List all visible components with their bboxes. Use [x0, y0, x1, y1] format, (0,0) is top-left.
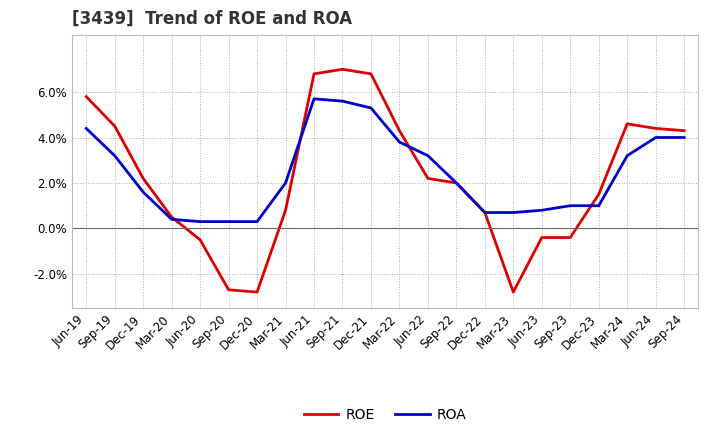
ROA	[537, 208, 546, 213]
ROA	[196, 219, 204, 224]
ROA	[338, 99, 347, 104]
ROE	[652, 126, 660, 131]
ROA	[423, 153, 432, 158]
ROE	[452, 180, 461, 186]
ROE	[623, 121, 631, 127]
ROA	[566, 203, 575, 209]
ROA	[82, 126, 91, 131]
ROA	[595, 203, 603, 209]
ROE	[595, 192, 603, 197]
ROA	[282, 180, 290, 186]
ROE	[366, 71, 375, 77]
ROE	[537, 235, 546, 240]
ROA	[623, 153, 631, 158]
ROE	[82, 94, 91, 99]
ROE	[680, 128, 688, 133]
ROE	[423, 176, 432, 181]
Line: ROA: ROA	[86, 99, 684, 222]
ROE	[167, 214, 176, 220]
ROA	[310, 96, 318, 102]
ROE	[566, 235, 575, 240]
ROE	[509, 290, 518, 295]
Line: ROE: ROE	[86, 69, 684, 292]
ROE	[110, 124, 119, 129]
ROE	[196, 237, 204, 242]
ROA	[509, 210, 518, 215]
ROE	[282, 208, 290, 213]
ROA	[395, 139, 404, 145]
ROE	[480, 210, 489, 215]
ROE	[395, 128, 404, 133]
ROA	[652, 135, 660, 140]
ROA	[225, 219, 233, 224]
ROA	[253, 219, 261, 224]
ROA	[167, 217, 176, 222]
ROA	[680, 135, 688, 140]
ROE	[338, 66, 347, 72]
ROE	[253, 290, 261, 295]
ROA	[139, 189, 148, 194]
ROA	[452, 180, 461, 186]
ROE	[225, 287, 233, 293]
ROA	[366, 105, 375, 110]
Text: [3439]  Trend of ROE and ROA: [3439] Trend of ROE and ROA	[72, 10, 352, 28]
ROA	[110, 153, 119, 158]
ROE	[139, 176, 148, 181]
Legend: ROE, ROA: ROE, ROA	[298, 402, 472, 427]
ROA	[480, 210, 489, 215]
ROE	[310, 71, 318, 77]
